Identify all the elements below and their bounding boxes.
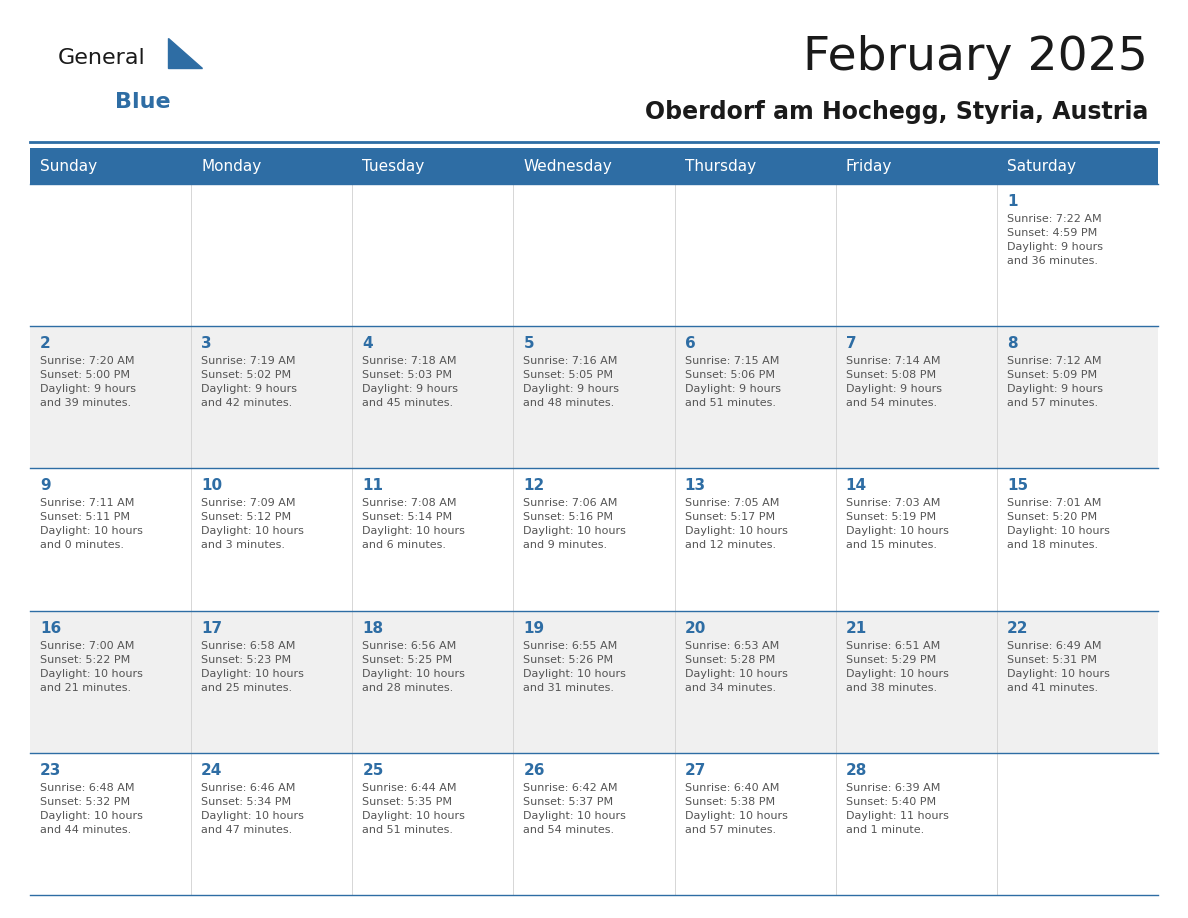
Bar (30, 753, 1158, 895)
Text: 13: 13 (684, 478, 706, 493)
Text: Saturday: Saturday (1007, 159, 1076, 174)
Text: Sunrise: 6:56 AM
Sunset: 5:25 PM
Daylight: 10 hours
and 28 minutes.: Sunrise: 6:56 AM Sunset: 5:25 PM Dayligh… (362, 641, 466, 692)
Text: 10: 10 (201, 478, 222, 493)
Text: 17: 17 (201, 621, 222, 635)
Text: 27: 27 (684, 763, 706, 778)
Text: 9: 9 (40, 478, 51, 493)
Text: Tuesday: Tuesday (362, 159, 424, 174)
Text: Sunrise: 6:51 AM
Sunset: 5:29 PM
Daylight: 10 hours
and 38 minutes.: Sunrise: 6:51 AM Sunset: 5:29 PM Dayligh… (846, 641, 948, 692)
Bar (30, 326, 1158, 468)
Text: Sunrise: 6:48 AM
Sunset: 5:32 PM
Daylight: 10 hours
and 44 minutes.: Sunrise: 6:48 AM Sunset: 5:32 PM Dayligh… (40, 783, 143, 834)
Text: Thursday: Thursday (684, 159, 756, 174)
Text: Sunrise: 7:01 AM
Sunset: 5:20 PM
Daylight: 10 hours
and 18 minutes.: Sunrise: 7:01 AM Sunset: 5:20 PM Dayligh… (1007, 498, 1110, 551)
Text: 24: 24 (201, 763, 222, 778)
Text: February 2025: February 2025 (803, 36, 1148, 81)
Text: Sunrise: 6:44 AM
Sunset: 5:35 PM
Daylight: 10 hours
and 51 minutes.: Sunrise: 6:44 AM Sunset: 5:35 PM Dayligh… (362, 783, 466, 834)
Text: 1: 1 (1007, 194, 1017, 209)
Text: Monday: Monday (201, 159, 261, 174)
Text: Sunrise: 6:46 AM
Sunset: 5:34 PM
Daylight: 10 hours
and 47 minutes.: Sunrise: 6:46 AM Sunset: 5:34 PM Dayligh… (201, 783, 304, 834)
Text: 22: 22 (1007, 621, 1029, 635)
Text: 16: 16 (40, 621, 62, 635)
Bar (30, 184, 1158, 326)
Text: 12: 12 (524, 478, 544, 493)
Text: Sunrise: 6:49 AM
Sunset: 5:31 PM
Daylight: 10 hours
and 41 minutes.: Sunrise: 6:49 AM Sunset: 5:31 PM Dayligh… (1007, 641, 1110, 692)
Text: Sunrise: 6:40 AM
Sunset: 5:38 PM
Daylight: 10 hours
and 57 minutes.: Sunrise: 6:40 AM Sunset: 5:38 PM Dayligh… (684, 783, 788, 834)
Text: Sunrise: 6:39 AM
Sunset: 5:40 PM
Daylight: 11 hours
and 1 minute.: Sunrise: 6:39 AM Sunset: 5:40 PM Dayligh… (846, 783, 948, 834)
Text: Sunrise: 6:42 AM
Sunset: 5:37 PM
Daylight: 10 hours
and 54 minutes.: Sunrise: 6:42 AM Sunset: 5:37 PM Dayligh… (524, 783, 626, 834)
Text: Blue: Blue (115, 92, 171, 112)
Text: 28: 28 (846, 763, 867, 778)
Text: Sunrise: 7:05 AM
Sunset: 5:17 PM
Daylight: 10 hours
and 12 minutes.: Sunrise: 7:05 AM Sunset: 5:17 PM Dayligh… (684, 498, 788, 551)
Text: General: General (58, 48, 146, 68)
Text: Oberdorf am Hochegg, Styria, Austria: Oberdorf am Hochegg, Styria, Austria (645, 100, 1148, 124)
Text: 7: 7 (846, 336, 857, 352)
Text: Sunday: Sunday (40, 159, 97, 174)
Text: Sunrise: 7:03 AM
Sunset: 5:19 PM
Daylight: 10 hours
and 15 minutes.: Sunrise: 7:03 AM Sunset: 5:19 PM Dayligh… (846, 498, 948, 551)
Text: 26: 26 (524, 763, 545, 778)
Text: Sunrise: 6:53 AM
Sunset: 5:28 PM
Daylight: 10 hours
and 34 minutes.: Sunrise: 6:53 AM Sunset: 5:28 PM Dayligh… (684, 641, 788, 692)
Text: 2: 2 (40, 336, 51, 352)
Text: 4: 4 (362, 336, 373, 352)
Text: Sunrise: 7:19 AM
Sunset: 5:02 PM
Daylight: 9 hours
and 42 minutes.: Sunrise: 7:19 AM Sunset: 5:02 PM Dayligh… (201, 356, 297, 409)
Text: 8: 8 (1007, 336, 1017, 352)
Text: Sunrise: 7:09 AM
Sunset: 5:12 PM
Daylight: 10 hours
and 3 minutes.: Sunrise: 7:09 AM Sunset: 5:12 PM Dayligh… (201, 498, 304, 551)
Text: Sunrise: 7:16 AM
Sunset: 5:05 PM
Daylight: 9 hours
and 48 minutes.: Sunrise: 7:16 AM Sunset: 5:05 PM Dayligh… (524, 356, 619, 409)
Bar (30, 468, 1158, 610)
Text: 25: 25 (362, 763, 384, 778)
Text: Sunrise: 7:06 AM
Sunset: 5:16 PM
Daylight: 10 hours
and 9 minutes.: Sunrise: 7:06 AM Sunset: 5:16 PM Dayligh… (524, 498, 626, 551)
Text: 11: 11 (362, 478, 384, 493)
Text: Sunrise: 7:15 AM
Sunset: 5:06 PM
Daylight: 9 hours
and 51 minutes.: Sunrise: 7:15 AM Sunset: 5:06 PM Dayligh… (684, 356, 781, 409)
Text: Sunrise: 7:00 AM
Sunset: 5:22 PM
Daylight: 10 hours
and 21 minutes.: Sunrise: 7:00 AM Sunset: 5:22 PM Dayligh… (40, 641, 143, 692)
Bar (30, 610, 1158, 753)
Text: Sunrise: 6:55 AM
Sunset: 5:26 PM
Daylight: 10 hours
and 31 minutes.: Sunrise: 6:55 AM Sunset: 5:26 PM Dayligh… (524, 641, 626, 692)
Text: Sunrise: 7:20 AM
Sunset: 5:00 PM
Daylight: 9 hours
and 39 minutes.: Sunrise: 7:20 AM Sunset: 5:00 PM Dayligh… (40, 356, 135, 409)
Text: 19: 19 (524, 621, 544, 635)
Polygon shape (168, 38, 202, 68)
Text: 5: 5 (524, 336, 535, 352)
Text: 3: 3 (201, 336, 211, 352)
Text: 18: 18 (362, 621, 384, 635)
Text: 14: 14 (846, 478, 867, 493)
Text: Sunrise: 6:58 AM
Sunset: 5:23 PM
Daylight: 10 hours
and 25 minutes.: Sunrise: 6:58 AM Sunset: 5:23 PM Dayligh… (201, 641, 304, 692)
Text: 15: 15 (1007, 478, 1028, 493)
Text: 23: 23 (40, 763, 62, 778)
Text: Wednesday: Wednesday (524, 159, 612, 174)
Text: 21: 21 (846, 621, 867, 635)
Text: Sunrise: 7:22 AM
Sunset: 4:59 PM
Daylight: 9 hours
and 36 minutes.: Sunrise: 7:22 AM Sunset: 4:59 PM Dayligh… (1007, 214, 1102, 266)
Text: Friday: Friday (846, 159, 892, 174)
Text: 20: 20 (684, 621, 706, 635)
Text: Sunrise: 7:11 AM
Sunset: 5:11 PM
Daylight: 10 hours
and 0 minutes.: Sunrise: 7:11 AM Sunset: 5:11 PM Dayligh… (40, 498, 143, 551)
Text: 6: 6 (684, 336, 695, 352)
Bar (30, 148, 1158, 184)
Text: Sunrise: 7:12 AM
Sunset: 5:09 PM
Daylight: 9 hours
and 57 minutes.: Sunrise: 7:12 AM Sunset: 5:09 PM Dayligh… (1007, 356, 1102, 409)
Text: Sunrise: 7:14 AM
Sunset: 5:08 PM
Daylight: 9 hours
and 54 minutes.: Sunrise: 7:14 AM Sunset: 5:08 PM Dayligh… (846, 356, 942, 409)
Text: Sunrise: 7:08 AM
Sunset: 5:14 PM
Daylight: 10 hours
and 6 minutes.: Sunrise: 7:08 AM Sunset: 5:14 PM Dayligh… (362, 498, 466, 551)
Text: Sunrise: 7:18 AM
Sunset: 5:03 PM
Daylight: 9 hours
and 45 minutes.: Sunrise: 7:18 AM Sunset: 5:03 PM Dayligh… (362, 356, 459, 409)
